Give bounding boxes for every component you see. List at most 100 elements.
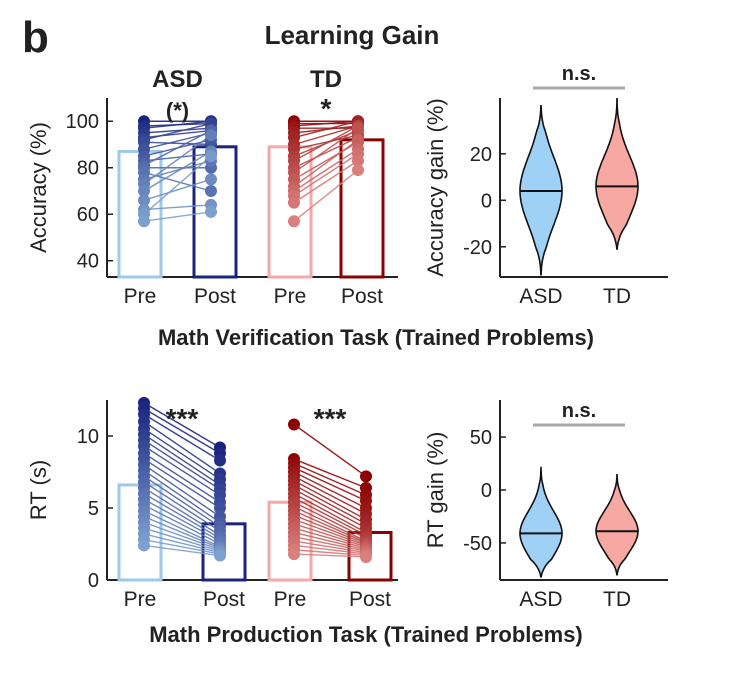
subject-line [143,439,221,490]
subject-point-pre [288,215,300,228]
subject-line [143,204,212,211]
violin-td [595,97,639,250]
subject-line [143,129,212,167]
subject-line [293,160,359,204]
significance-marker: * [321,93,332,124]
subject-line [143,134,212,185]
y-axis-label: RT (s) [26,460,51,520]
x-category-label: Post [341,285,383,308]
subject-line [293,523,367,548]
subject-line [143,498,221,542]
subject-line [293,136,359,169]
subject-point-post [352,154,364,167]
subject-point-pre [138,215,150,228]
figure-title: Learning Gain [265,20,440,50]
subject-line [293,125,359,146]
subject-point-post [360,470,372,483]
subject-line [293,518,367,547]
subject-line [143,487,221,536]
subject-line [293,505,367,542]
subject-line [143,544,221,557]
subject-line [143,492,221,539]
subject-line [293,458,367,489]
subject-line [143,155,212,215]
x-axis-label: Math Production Task (Trained Problems) [149,622,583,647]
subject-line [293,120,359,139]
subject-point-post [360,550,372,563]
y-axis-label: RT gain (%) [423,432,448,549]
subject-line [293,125,359,162]
subject-line [293,497,367,536]
subject-line [293,139,359,187]
y-tick-label: 0 [481,190,492,212]
x-category-label: ASD [519,285,562,308]
subject-line [293,549,367,557]
subject-point-pre [288,418,300,431]
subject-line [143,521,221,551]
subject-point-post [205,150,217,163]
subject-line [143,452,221,503]
subject-line [143,464,221,518]
significance-marker: *** [314,403,347,434]
subject-line [293,492,367,534]
y-axis-label: Accuracy (%) [26,122,51,253]
subject-line [143,538,221,555]
x-category-label: TD [603,285,631,308]
subject-point-post [214,454,226,467]
subject-line [143,129,212,139]
panel-letter: b [22,13,49,62]
subject-point-pre [138,194,150,207]
ns-label: n.s. [562,400,596,422]
y-tick-label: 5 [88,498,99,520]
y-tick-label: -50 [463,533,492,555]
subject-line [293,471,367,509]
x-category-label: Post [349,588,391,611]
subject-line [143,515,221,549]
y-tick-label: 50 [470,427,492,449]
subject-line [143,171,212,192]
subject-line [293,423,367,477]
subject-line [293,510,367,544]
x-category-label: Pre [124,588,157,611]
y-tick-label: 40 [77,251,99,273]
x-category-label: Pre [274,588,307,611]
y-tick-label: -20 [463,237,492,259]
subject-line [143,445,221,496]
subject-line [293,480,367,521]
subject-point-post [205,205,217,218]
subject-line [293,120,359,127]
subject-point-post [205,129,217,142]
subject-point-post [352,164,364,177]
subject-point-post [205,184,217,197]
accuracy-chart: 40 60 80 100 Accuracy (%) (*) ASD *TD Pre Post Pre… [26,66,594,350]
subject-line [293,169,359,222]
y-tick-label: 0 [481,480,492,502]
subject-point-post [214,502,226,514]
significance-marker: *** [166,403,199,434]
group-label: ASD [152,66,203,93]
subject-line [293,484,367,525]
significance-marker: (*) [166,98,189,123]
subject-line [293,488,367,529]
subject-line [293,514,367,545]
subject-line [293,501,367,539]
ns-label: n.s. [562,63,596,85]
subject-point-post [352,122,364,135]
x-category-label: Pre [274,285,307,308]
subject-line [143,428,221,480]
subject-line [143,458,221,509]
subject-line [293,527,367,549]
x-axis-label: Math Verification Task (Trained Problems… [158,325,594,350]
subject-line [143,533,221,554]
y-tick-label: 20 [470,144,492,166]
subject-line [293,134,359,150]
group-label: TD [310,66,342,93]
x-category-label: ASD [519,588,562,611]
subject-line [143,413,221,462]
x-category-label: Post [194,285,236,308]
subject-line [143,408,221,454]
subject-line [143,127,212,134]
subject-point-post [352,133,364,146]
subject-point-pre [288,196,300,209]
